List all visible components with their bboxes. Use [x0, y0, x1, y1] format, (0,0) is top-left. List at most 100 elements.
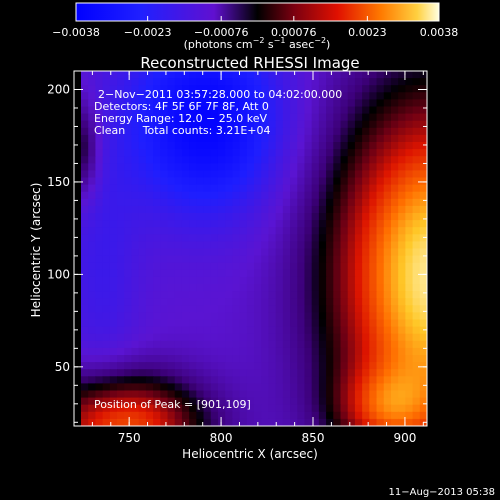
image-pixel — [203, 241, 212, 250]
image-pixel — [412, 284, 421, 292]
image-pixel — [318, 326, 327, 335]
image-pixel — [369, 284, 378, 292]
image-pixel — [210, 120, 219, 129]
image-pixel — [261, 241, 270, 250]
image-pixel — [138, 198, 147, 207]
image-pixel — [333, 276, 342, 285]
image-pixel — [254, 170, 262, 179]
image-pixel — [398, 99, 406, 108]
image-pixel — [282, 369, 291, 377]
image-pixel — [419, 269, 427, 278]
image-pixel — [232, 85, 241, 93]
image-pixel — [347, 127, 356, 136]
image-pixel — [268, 78, 277, 86]
image-pixel — [203, 355, 212, 363]
image-pixel — [81, 99, 89, 108]
image-pixel — [102, 142, 111, 150]
image-pixel — [318, 347, 327, 356]
image-pixel — [88, 177, 97, 186]
image-pixel — [275, 234, 284, 242]
image-pixel — [347, 149, 356, 157]
image-pixel — [160, 291, 169, 299]
image-pixel — [203, 383, 212, 392]
image-pixel — [167, 333, 176, 342]
image-pixel — [405, 234, 414, 242]
image-pixel — [311, 369, 320, 377]
image-pixel — [383, 355, 392, 363]
image-pixel — [88, 78, 97, 86]
image-pixel — [225, 397, 233, 406]
image-pixel — [412, 376, 421, 384]
image-pixel — [275, 205, 284, 214]
image-pixel — [362, 78, 370, 86]
image-pixel — [419, 340, 427, 349]
image-pixel — [189, 326, 197, 335]
image-pixel — [383, 248, 392, 257]
image-pixel — [290, 163, 298, 171]
image-pixel — [282, 241, 291, 250]
image-pixel — [203, 142, 212, 150]
image-pixel — [232, 184, 241, 193]
image-pixel — [347, 404, 356, 413]
image-pixel — [167, 71, 176, 79]
image-pixel — [390, 383, 399, 392]
image-pixel — [181, 312, 190, 321]
image-pixel — [362, 120, 370, 129]
image-pixel — [196, 85, 205, 93]
image-pixel — [189, 305, 197, 313]
image-pixel — [354, 71, 363, 79]
image-pixel — [419, 92, 427, 100]
image-pixel — [398, 397, 406, 406]
image-pixel — [304, 156, 313, 164]
image-pixel — [333, 241, 342, 250]
image-pixel — [390, 411, 399, 420]
image-pixel — [383, 205, 392, 214]
image-pixel — [102, 404, 111, 413]
image-pixel — [181, 404, 190, 413]
image-pixel — [88, 134, 97, 143]
image-pixel — [189, 284, 197, 292]
image-pixel — [160, 156, 169, 164]
image-pixel — [138, 220, 147, 228]
image-pixel — [354, 347, 363, 356]
image-pixel — [304, 220, 313, 228]
image-pixel — [225, 376, 233, 384]
image-pixel — [95, 71, 104, 79]
image-pixel — [376, 198, 385, 207]
image-pixel — [239, 71, 248, 79]
image-pixel — [297, 99, 306, 108]
image-pixel — [160, 269, 169, 278]
image-pixel — [153, 234, 161, 242]
image-pixel — [261, 404, 270, 413]
image-pixel — [153, 92, 161, 100]
image-pixel — [340, 227, 349, 235]
image-pixel — [326, 411, 334, 420]
image-pixel — [174, 390, 183, 399]
image-pixel — [196, 291, 205, 299]
image-pixel — [196, 234, 205, 242]
image-pixel — [405, 305, 414, 313]
image-pixel — [290, 319, 298, 328]
y-tick-label: 50 — [55, 360, 70, 374]
image-pixel — [239, 262, 248, 271]
image-pixel — [225, 213, 233, 221]
image-pixel — [81, 205, 89, 214]
image-pixel — [390, 319, 399, 328]
image-pixel — [239, 248, 248, 257]
image-pixel — [210, 291, 219, 299]
image-pixel — [376, 347, 385, 356]
image-pixel — [124, 319, 133, 328]
image-pixel — [138, 262, 147, 271]
image-pixel — [153, 362, 161, 370]
image-pixel — [174, 113, 183, 122]
image-pixel — [347, 347, 356, 356]
image-pixel — [268, 85, 277, 93]
image-pixel — [333, 198, 342, 207]
image-pixel — [261, 78, 270, 86]
image-pixel — [304, 191, 313, 200]
image-pixel — [369, 71, 378, 79]
image-pixel — [239, 284, 248, 292]
image-pixel — [376, 71, 385, 79]
image-pixel — [131, 383, 140, 392]
image-pixel — [297, 163, 306, 171]
